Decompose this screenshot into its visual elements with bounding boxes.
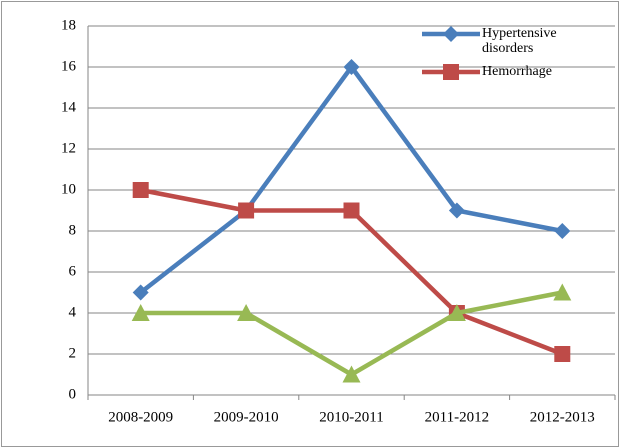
- marker: [554, 346, 571, 362]
- y-tick-label: 6: [69, 263, 77, 279]
- y-tick-label: 18: [61, 17, 76, 33]
- marker: [553, 283, 572, 301]
- y-tick-label: 0: [69, 386, 77, 402]
- y-tick-label: 4: [69, 304, 77, 320]
- legend-label: Hypertensive disorders: [482, 26, 557, 56]
- x-tick-label: 2012-2013: [530, 409, 595, 425]
- marker: [343, 59, 360, 75]
- marker: [343, 202, 360, 219]
- x-tick-label: 2008-2009: [108, 409, 173, 425]
- marker: [447, 304, 466, 321]
- marker: [443, 64, 459, 80]
- marker: [443, 26, 459, 42]
- y-tick-label: 2: [69, 345, 77, 361]
- y-tick-label: 8: [69, 222, 77, 238]
- marker: [131, 304, 150, 321]
- y-tick-label: 14: [61, 99, 77, 115]
- marker: [448, 202, 465, 219]
- marker: [237, 304, 256, 321]
- marker: [132, 182, 149, 198]
- marker: [554, 223, 571, 239]
- marker: [342, 365, 361, 383]
- y-tick-label: 10: [61, 181, 76, 197]
- legend-label: Hemorrhage: [482, 64, 552, 79]
- x-tick-label: 2009-2010: [214, 409, 279, 425]
- x-tick-label: 2010-2011: [319, 409, 383, 425]
- y-tick-label: 12: [61, 140, 76, 156]
- x-tick-label: 2011-2012: [425, 409, 489, 425]
- y-tick-label: 16: [61, 58, 77, 74]
- marker: [132, 284, 149, 301]
- marker: [238, 202, 255, 219]
